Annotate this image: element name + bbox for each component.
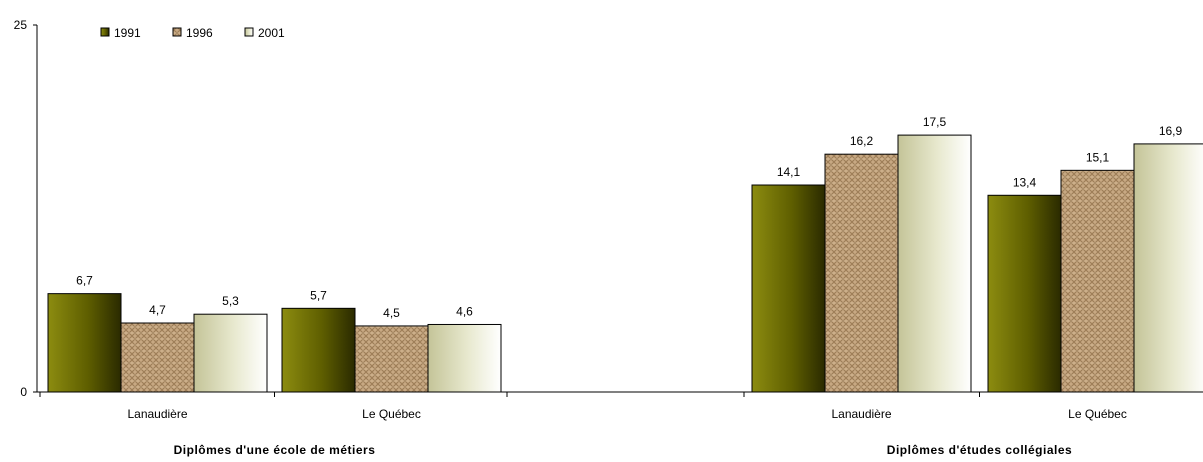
data-label: 4,6 <box>456 304 473 318</box>
data-label: 16,2 <box>850 134 874 148</box>
bar-1996 <box>354 325 429 393</box>
bar-1991 <box>987 194 1062 393</box>
bar-1996 <box>824 153 899 393</box>
bar-2001 <box>1133 143 1203 393</box>
legend-label-1991: 1991 <box>114 26 141 40</box>
data-label: 4,5 <box>383 306 400 320</box>
data-label: 5,3 <box>222 294 239 308</box>
legend-swatch-1996 <box>172 27 182 37</box>
bar-1996 <box>120 322 195 393</box>
legend-swatch-1991 <box>100 27 110 37</box>
y-tick-label: 25 <box>14 18 28 32</box>
data-label: 14,1 <box>777 165 801 179</box>
legend-label-1996: 1996 <box>186 26 213 40</box>
data-label: 15,1 <box>1086 150 1110 164</box>
category-label: Lanaudière <box>127 407 187 421</box>
bars-layer <box>47 134 1203 393</box>
bar-1991 <box>281 307 356 393</box>
data-label: 5,7 <box>310 288 327 302</box>
legend-swatch-2001 <box>244 27 254 37</box>
bar-1991 <box>47 293 122 393</box>
category-label: Lanaudière <box>831 407 891 421</box>
group-label: Diplômes d'une école de métiers <box>174 443 376 457</box>
data-label: 13,4 <box>1013 175 1037 189</box>
data-label: 16,9 <box>1159 124 1183 138</box>
labels-layer: 6,7 4,7 5,3 5,7 4,5 4,6 14,1 16,2 17,5 13,4 15,1 16… <box>76 115 1182 457</box>
legend-label-2001: 2001 <box>258 26 285 40</box>
data-label: 6,7 <box>76 274 93 288</box>
legend: 1991 1996 2001 <box>100 26 285 40</box>
category-label: Le Québec <box>1068 407 1127 421</box>
category-label: Le Québec <box>362 407 421 421</box>
data-label: 4,7 <box>149 303 166 317</box>
data-label: 17,5 <box>923 115 947 129</box>
bar-2001 <box>193 313 268 393</box>
y-tick-label: 0 <box>20 385 27 399</box>
bar-1996 <box>1060 169 1135 393</box>
bar-2001 <box>897 134 972 393</box>
bar-1991 <box>751 184 826 393</box>
bar-2001 <box>427 323 502 393</box>
group-label: Diplômes d'études collégiales <box>887 443 1072 457</box>
